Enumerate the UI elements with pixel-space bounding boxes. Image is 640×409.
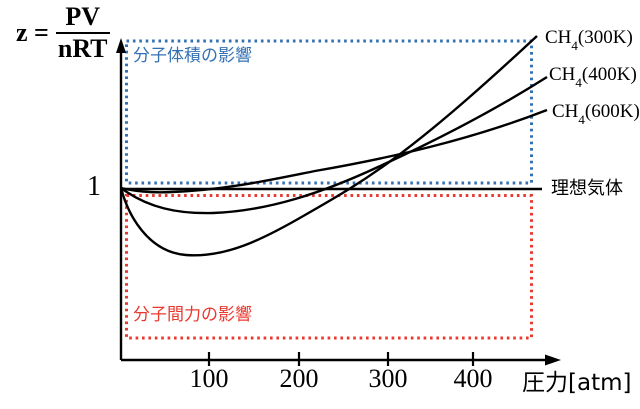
x-tick-label-100: 100 xyxy=(189,364,229,393)
x-tick-label-200: 200 xyxy=(279,364,319,393)
curve-label-ch4-600k: CH4(600K) xyxy=(552,101,640,127)
curve-ch4-600k xyxy=(120,108,548,194)
formula-numerator: PV xyxy=(65,2,101,31)
curve-label-text: CH xyxy=(552,101,579,122)
y-tick-label-1: 1 xyxy=(87,171,101,202)
force-effect-box xyxy=(125,194,533,340)
formula-denominator: nRT xyxy=(55,32,110,63)
curve-label-text: CH xyxy=(549,64,576,85)
x-axis-arrow-icon xyxy=(545,354,561,366)
volume-effect-box xyxy=(125,39,533,185)
curve-label-temp: (400K) xyxy=(581,64,637,85)
y-axis-formula: z = PV nRT xyxy=(16,4,110,62)
formula-fraction: PV nRT xyxy=(55,2,110,63)
curve-label-subscript: 4 xyxy=(578,111,585,127)
formula-lhs: z = xyxy=(16,18,49,47)
curve-label-temp: (600K) xyxy=(584,101,640,122)
ideal-gas-label: 理想気体 xyxy=(551,178,623,199)
curve-label-ch4-400k: CH4(400K) xyxy=(549,64,637,90)
x-tick-label-300: 300 xyxy=(368,364,408,393)
y-axis-arrow-icon xyxy=(116,38,126,53)
x-tick-label-400: 400 xyxy=(453,364,493,393)
curve-ch4-400k xyxy=(120,75,548,215)
curve-label-text: CH xyxy=(545,27,572,48)
curve-label-subscript: 4 xyxy=(571,37,578,53)
curve-label-ch4-300k: CH4(300K) xyxy=(545,27,633,53)
curve-label-subscript: 4 xyxy=(575,74,582,90)
curve-label-temp: (300K) xyxy=(577,27,633,48)
volume-effect-label: 分子体積の影響 xyxy=(133,46,252,66)
force-effect-label: 分子間力の影響 xyxy=(133,305,252,325)
x-axis-title: 圧力[atm] xyxy=(522,370,632,396)
x-axis-ticks xyxy=(207,352,475,366)
curve-ch4-300k xyxy=(119,35,538,257)
